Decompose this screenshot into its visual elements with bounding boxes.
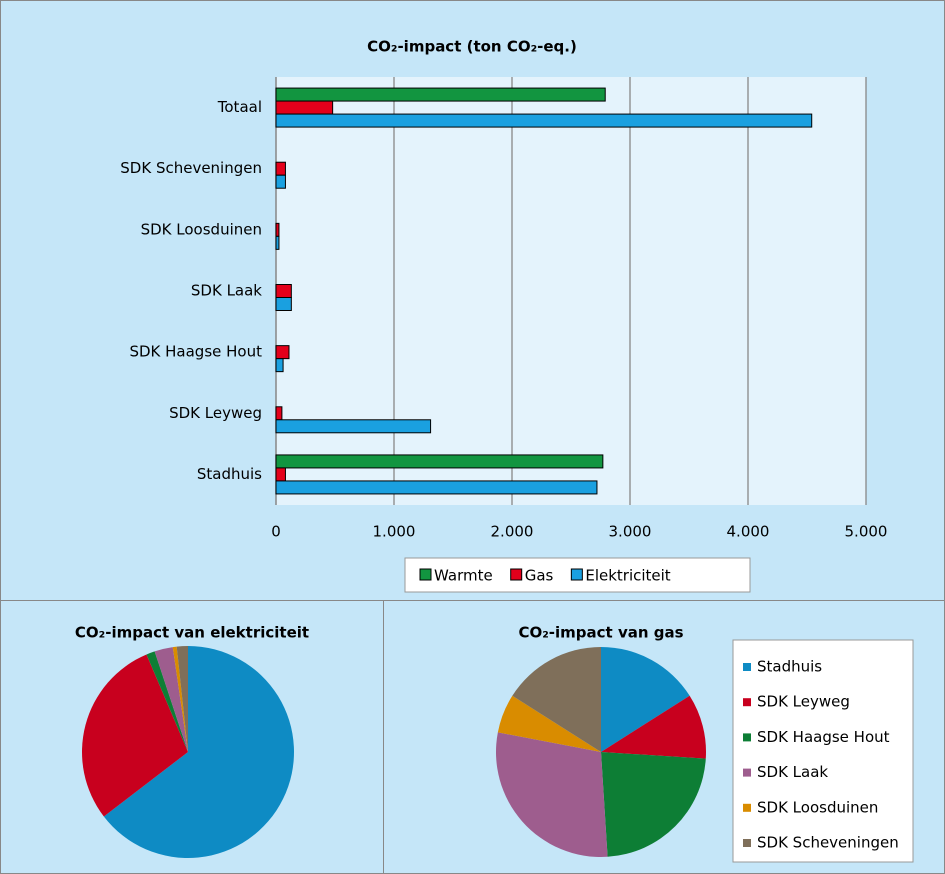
- bar: [275, 406, 283, 421]
- legend-label: SDK Laak: [757, 763, 828, 781]
- y-tick-label: Stadhuis: [197, 465, 262, 483]
- legend-swatch: [743, 803, 751, 812]
- y-tick-label: SDK Leyweg: [169, 404, 262, 422]
- legend-label: SDK Leyweg: [757, 693, 850, 711]
- pie-slice: [103, 646, 295, 858]
- legend-swatch: [419, 568, 432, 581]
- legend-swatch: [743, 768, 751, 777]
- legend-box: [732, 639, 914, 863]
- pie-slice: [82, 654, 188, 817]
- bar: [275, 222, 280, 237]
- legend-label: SDK Haagse Hout: [757, 728, 890, 746]
- legend-swatch: [743, 698, 751, 707]
- pie-slice: [495, 732, 608, 857]
- bar: [275, 467, 286, 482]
- bar: [275, 235, 280, 250]
- pie-slice: [601, 752, 706, 857]
- bar: [275, 358, 284, 373]
- x-tick-label: 1.000: [373, 523, 416, 541]
- pie-slice: [154, 647, 188, 752]
- bar: [275, 161, 286, 176]
- legend-swatch: [743, 663, 751, 671]
- legend-label: Stadhuis: [757, 658, 822, 676]
- bar: [275, 419, 432, 434]
- y-tick-label: SDK Scheveningen: [120, 159, 262, 177]
- pie-slice: [601, 695, 706, 759]
- legend-swatch: [743, 733, 751, 742]
- chart-title: CO₂-impact van gas: [518, 624, 683, 642]
- chart-title: CO₂-impact (ton CO₂-eq.): [367, 38, 577, 56]
- x-tick-label: 3.000: [609, 523, 652, 541]
- bar: [275, 100, 334, 115]
- legend-label: Gas: [525, 567, 554, 585]
- x-tick-label: 2.000: [491, 523, 534, 541]
- legend-label: SDK Scheveningen: [757, 834, 899, 852]
- legend-swatch: [570, 568, 583, 581]
- x-tick-label: 4.000: [727, 523, 770, 541]
- pie-slice: [512, 647, 601, 752]
- pie-slice: [172, 646, 188, 752]
- y-tick-label: SDK Laak: [191, 282, 262, 300]
- y-tick-label: SDK Loosduinen: [141, 220, 262, 238]
- bar: [275, 297, 292, 311]
- x-tick-label: 5.000: [845, 523, 888, 541]
- pie-slice: [497, 695, 601, 752]
- y-tick-label: SDK Haagse Hout: [129, 343, 262, 361]
- bar: [275, 345, 290, 360]
- legend-swatch: [510, 568, 523, 581]
- bar: [275, 113, 813, 128]
- bar: [275, 480, 598, 495]
- legend-swatch: [743, 839, 751, 847]
- chart-title: CO₂-impact van elektriciteit: [75, 624, 309, 642]
- plot-area: [276, 77, 866, 505]
- pie-slice: [146, 651, 188, 752]
- legend-label: Warmte: [434, 567, 493, 585]
- bar: [275, 87, 606, 102]
- bar: [275, 174, 286, 189]
- pie-slice: [601, 647, 690, 752]
- bar: [275, 454, 604, 469]
- y-tick-label: Totaal: [217, 98, 262, 116]
- x-tick-label: 0: [271, 523, 281, 541]
- legend-label: Elektriciteit: [585, 567, 670, 585]
- pie-slice: [176, 646, 188, 752]
- bar: [275, 284, 292, 298]
- legend-label: SDK Loosduinen: [757, 798, 878, 816]
